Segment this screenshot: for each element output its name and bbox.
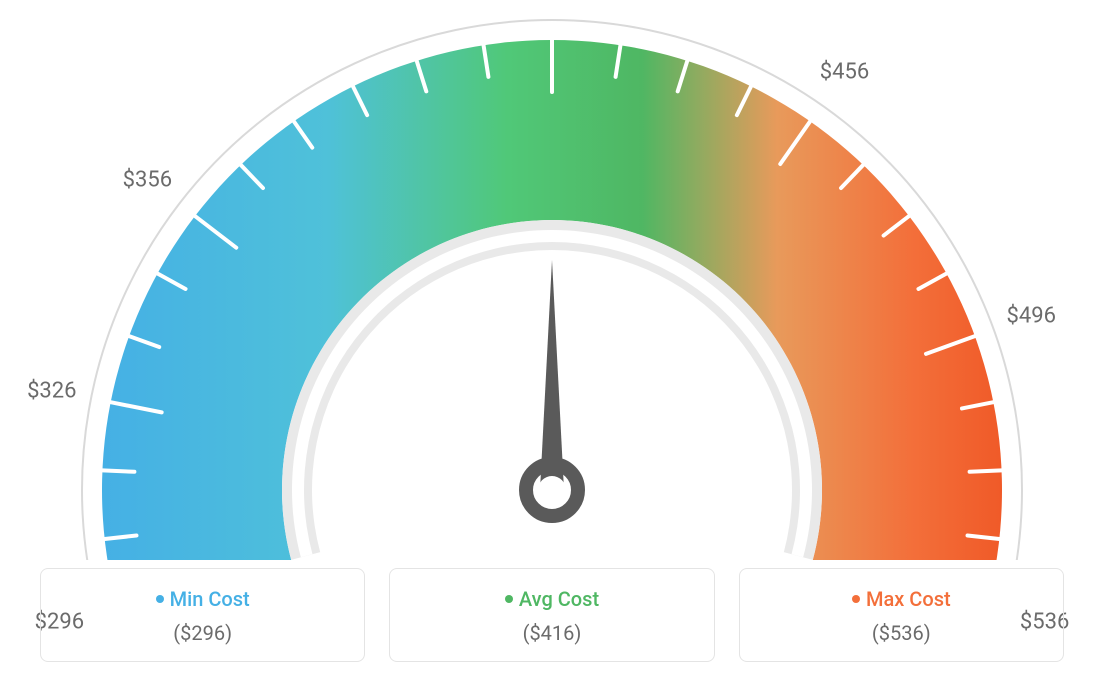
legend-row: Min Cost ($296) Avg Cost ($416) Max Cost… [40, 568, 1064, 662]
legend-title-min: Min Cost [53, 587, 352, 611]
dot-icon [505, 595, 513, 603]
legend-card-avg: Avg Cost ($416) [389, 568, 714, 662]
legend-value-min: ($296) [53, 621, 352, 645]
legend-value-avg: ($416) [402, 621, 701, 645]
legend-title-max: Max Cost [752, 587, 1051, 611]
gauge-tick-label: $456 [820, 60, 869, 85]
gauge-tick-label: $326 [27, 378, 76, 403]
legend-card-min: Min Cost ($296) [40, 568, 365, 662]
gauge-tick-label: $356 [123, 167, 172, 192]
dot-icon [156, 595, 164, 603]
legend-value-max: ($536) [752, 621, 1051, 645]
legend-card-max: Max Cost ($536) [739, 568, 1064, 662]
gauge-tick-label: $496 [1007, 303, 1056, 328]
legend-label-avg: Avg Cost [519, 587, 599, 611]
gauge-svg [0, 0, 1104, 560]
dot-icon [852, 595, 860, 603]
legend-title-avg: Avg Cost [402, 587, 701, 611]
legend-label-min: Min Cost [170, 587, 250, 611]
cost-gauge-chart: $296$326$356$416$456$496$536 [0, 0, 1104, 560]
legend-label-max: Max Cost [866, 587, 951, 611]
